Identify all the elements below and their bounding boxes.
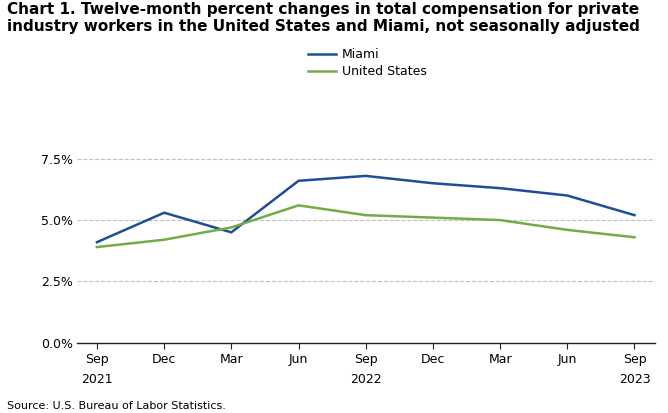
Text: 2022: 2022 (350, 373, 381, 386)
Text: 2023: 2023 (619, 373, 650, 386)
Text: 2021: 2021 (81, 373, 113, 386)
Legend: Miami, United States: Miami, United States (303, 43, 432, 83)
Text: industry workers in the United States and Miami, not seasonally adjusted: industry workers in the United States an… (7, 19, 639, 33)
Text: Source: U.S. Bureau of Labor Statistics.: Source: U.S. Bureau of Labor Statistics. (7, 401, 226, 411)
Text: Chart 1. Twelve-month percent changes in total compensation for private: Chart 1. Twelve-month percent changes in… (7, 2, 639, 17)
